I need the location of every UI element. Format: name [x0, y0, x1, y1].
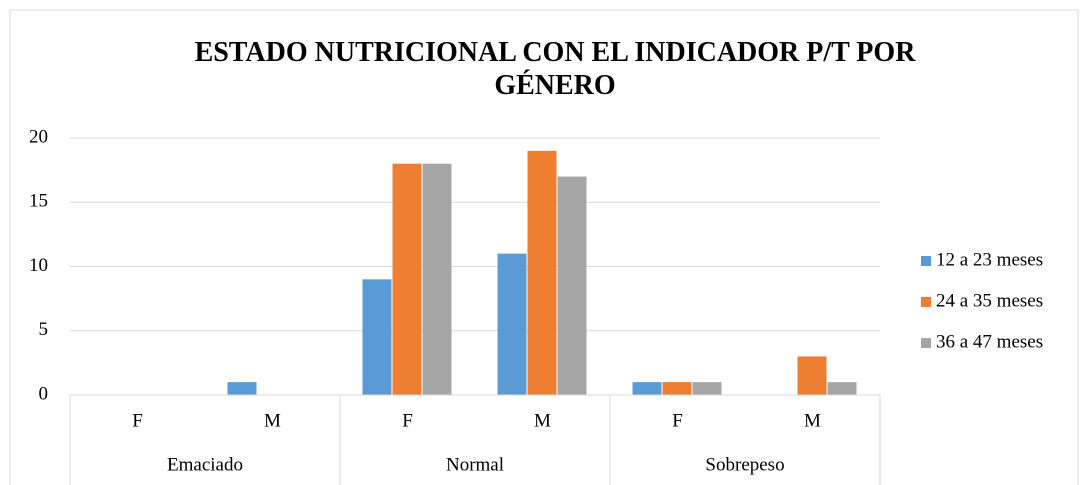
legend-label: 24 a 35 meses: [936, 290, 1043, 311]
bar: [497, 253, 527, 395]
bar: [557, 176, 587, 395]
group-label: Sobrepeso: [705, 454, 784, 475]
y-tick-label: 10: [29, 255, 48, 276]
legend-label: 36 a 47 meses: [936, 331, 1043, 352]
chart-border: [9, 9, 1079, 485]
legend-label: 12 a 23 meses: [936, 249, 1043, 270]
y-tick-label: 0: [39, 383, 49, 404]
bar: [227, 382, 257, 395]
x-tick-label: F: [402, 410, 413, 431]
bar: [827, 382, 857, 395]
bar: [692, 382, 722, 395]
bar: [527, 150, 557, 395]
x-tick-label: M: [534, 410, 551, 431]
x-tick-label: F: [672, 410, 683, 431]
x-tick-label: M: [804, 410, 821, 431]
bar: [362, 279, 392, 395]
legend-swatch: [921, 256, 931, 266]
legend-swatch: [921, 297, 931, 307]
bar: [632, 382, 662, 395]
bar: [797, 356, 827, 395]
x-tick-label: F: [132, 410, 143, 431]
chart-title: ESTADO NUTRICIONAL CON EL INDICADOR P/T …: [194, 37, 916, 101]
x-tick-label: M: [264, 410, 281, 431]
y-tick-label: 15: [29, 191, 48, 212]
group-label: Normal: [446, 454, 504, 475]
y-tick-label: 5: [39, 319, 49, 340]
bar: [422, 163, 452, 395]
bar: [392, 163, 422, 395]
bar: [662, 382, 692, 395]
legend-swatch: [921, 338, 931, 348]
group-label: Emaciado: [167, 454, 243, 475]
y-tick-label: 20: [29, 126, 48, 147]
